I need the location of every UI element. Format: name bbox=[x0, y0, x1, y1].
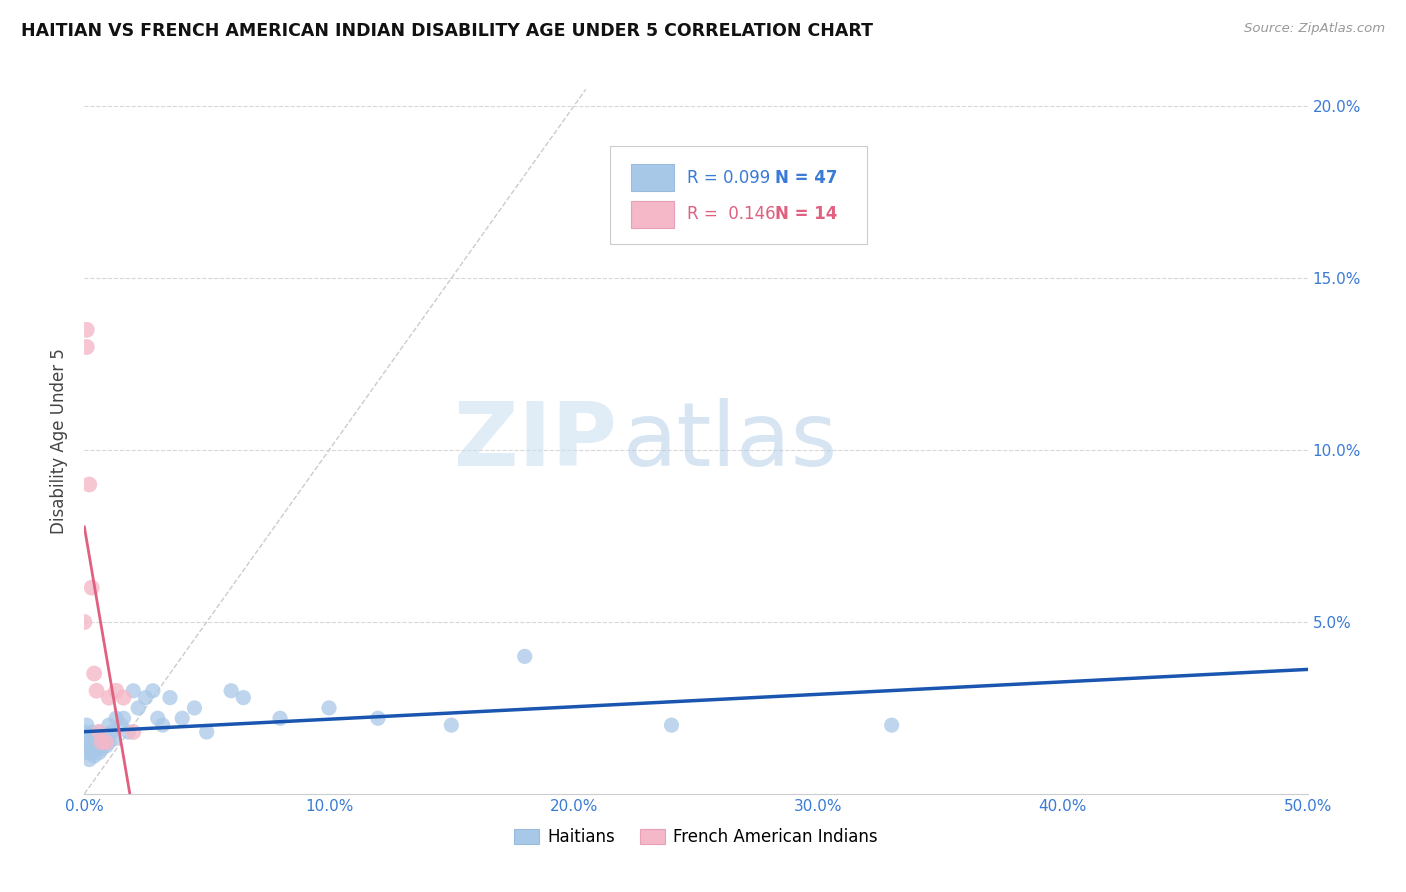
Point bbox=[159, 690, 181, 705]
Text: N = 14: N = 14 bbox=[776, 205, 838, 223]
Point bbox=[105, 683, 128, 698]
Point bbox=[112, 711, 135, 725]
Point bbox=[77, 731, 100, 746]
Point bbox=[96, 735, 118, 749]
Point bbox=[183, 701, 205, 715]
Point bbox=[135, 690, 157, 705]
Point bbox=[73, 725, 96, 739]
Point bbox=[87, 746, 110, 760]
Point bbox=[73, 615, 96, 629]
Point bbox=[80, 581, 103, 595]
Point bbox=[90, 742, 112, 756]
Point bbox=[103, 731, 125, 746]
Point bbox=[232, 690, 254, 705]
Text: R = 0.099: R = 0.099 bbox=[688, 169, 770, 186]
Text: Source: ZipAtlas.com: Source: ZipAtlas.com bbox=[1244, 22, 1385, 36]
Text: HAITIAN VS FRENCH AMERICAN INDIAN DISABILITY AGE UNDER 5 CORRELATION CHART: HAITIAN VS FRENCH AMERICAN INDIAN DISABI… bbox=[21, 22, 873, 40]
Legend: Haitians, French American Indians: Haitians, French American Indians bbox=[508, 822, 884, 853]
FancyBboxPatch shape bbox=[610, 145, 868, 244]
Point bbox=[77, 477, 100, 491]
Point bbox=[86, 742, 108, 756]
Point bbox=[97, 718, 120, 732]
Point bbox=[80, 746, 103, 760]
Point bbox=[83, 749, 105, 764]
Point bbox=[122, 725, 145, 739]
Point bbox=[142, 683, 165, 698]
Text: N = 47: N = 47 bbox=[776, 169, 838, 186]
Point bbox=[76, 718, 98, 732]
Point bbox=[80, 725, 103, 739]
Point bbox=[269, 711, 291, 725]
Point bbox=[513, 649, 536, 664]
Point bbox=[76, 746, 98, 760]
Point bbox=[195, 725, 218, 739]
Point bbox=[880, 718, 903, 732]
Point bbox=[367, 711, 389, 725]
Point bbox=[77, 742, 100, 756]
Point bbox=[219, 683, 242, 698]
Point bbox=[661, 718, 683, 732]
Text: ZIP: ZIP bbox=[454, 398, 616, 485]
Text: atlas: atlas bbox=[623, 398, 838, 485]
Point bbox=[100, 725, 122, 739]
Point bbox=[97, 735, 120, 749]
Point bbox=[105, 711, 128, 725]
Point bbox=[146, 711, 169, 725]
Point bbox=[318, 701, 340, 715]
Point bbox=[96, 739, 118, 753]
Point bbox=[110, 718, 132, 732]
Point bbox=[117, 725, 139, 739]
Point bbox=[76, 735, 98, 749]
Point bbox=[87, 725, 110, 739]
Point bbox=[440, 718, 463, 732]
Point bbox=[83, 666, 105, 681]
Point bbox=[76, 323, 98, 337]
Point bbox=[122, 683, 145, 698]
Point bbox=[112, 690, 135, 705]
Point bbox=[97, 690, 120, 705]
Bar bbox=[631, 201, 673, 227]
Point bbox=[87, 725, 110, 739]
Point bbox=[90, 731, 112, 746]
Point bbox=[90, 735, 112, 749]
Point bbox=[76, 340, 98, 354]
Bar bbox=[631, 164, 673, 191]
Point bbox=[93, 735, 115, 749]
Point bbox=[86, 683, 108, 698]
Point bbox=[86, 735, 108, 749]
Point bbox=[127, 701, 149, 715]
Point bbox=[83, 731, 105, 746]
Point bbox=[80, 739, 103, 753]
Y-axis label: Disability Age Under 5: Disability Age Under 5 bbox=[51, 349, 69, 534]
Text: R =  0.146: R = 0.146 bbox=[688, 205, 776, 223]
Point bbox=[172, 711, 194, 725]
Point bbox=[152, 718, 174, 732]
Point bbox=[77, 752, 100, 766]
